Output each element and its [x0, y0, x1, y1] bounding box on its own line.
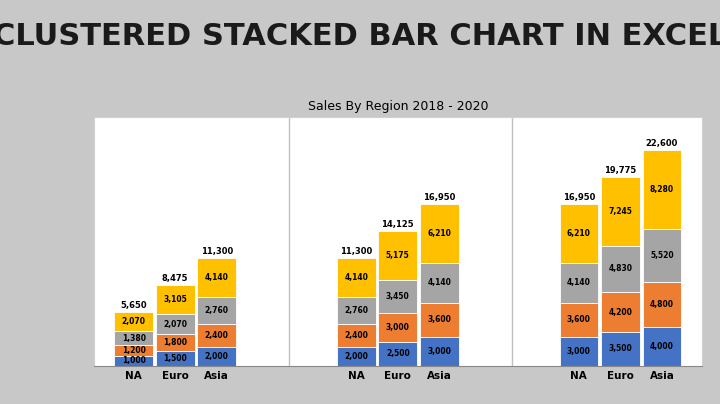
Text: 2,000: 2,000 — [344, 351, 368, 360]
Text: 3,450: 3,450 — [386, 292, 410, 301]
Text: 8,280: 8,280 — [650, 185, 674, 194]
Text: 2,070: 2,070 — [122, 317, 145, 326]
Text: 2,070: 2,070 — [163, 320, 187, 329]
Bar — [197, 324, 236, 347]
Text: 2,000: 2,000 — [204, 351, 229, 360]
Text: 1,000: 1,000 — [122, 356, 145, 365]
Text: 11,300: 11,300 — [201, 247, 233, 256]
Text: 14,125: 14,125 — [382, 220, 414, 229]
Text: 5,520: 5,520 — [650, 250, 674, 260]
Bar — [197, 258, 236, 297]
Text: 19,775: 19,775 — [604, 166, 636, 175]
Bar — [197, 297, 236, 324]
Bar — [337, 324, 376, 347]
Bar — [379, 231, 417, 280]
Text: 1,380: 1,380 — [122, 334, 145, 343]
Bar — [559, 337, 598, 366]
Text: 6,210: 6,210 — [567, 229, 591, 238]
Text: 1,500: 1,500 — [163, 354, 187, 363]
Bar — [420, 263, 459, 303]
Text: 2,760: 2,760 — [204, 306, 229, 315]
Text: 22,600: 22,600 — [646, 139, 678, 148]
Text: 4,140: 4,140 — [204, 273, 229, 282]
Bar — [114, 331, 153, 345]
Text: 3,500: 3,500 — [608, 344, 632, 354]
Bar — [643, 229, 681, 282]
Text: CLUSTERED STACKED BAR CHART IN EXCEL: CLUSTERED STACKED BAR CHART IN EXCEL — [0, 22, 720, 51]
Bar — [643, 327, 681, 366]
Text: 4,140: 4,140 — [428, 278, 451, 287]
Bar — [379, 313, 417, 342]
Text: 3,000: 3,000 — [567, 347, 591, 356]
Text: 5,650: 5,650 — [120, 301, 147, 310]
Bar — [420, 303, 459, 337]
Bar — [601, 177, 639, 246]
Bar — [337, 258, 376, 297]
Text: 16,950: 16,950 — [423, 193, 456, 202]
Text: 4,830: 4,830 — [608, 265, 632, 274]
Bar — [114, 356, 153, 366]
Text: 7,245: 7,245 — [608, 207, 632, 216]
Bar — [337, 347, 376, 366]
Bar — [559, 263, 598, 303]
Bar — [156, 351, 194, 366]
Bar — [114, 311, 153, 331]
Bar — [337, 297, 376, 324]
Text: 16,950: 16,950 — [562, 193, 595, 202]
Bar — [156, 334, 194, 351]
Text: 1,800: 1,800 — [163, 338, 187, 347]
Bar — [114, 345, 153, 356]
Text: 1,200: 1,200 — [122, 346, 145, 355]
Text: 3,000: 3,000 — [428, 347, 451, 356]
Text: 2,760: 2,760 — [344, 306, 368, 315]
Text: 4,200: 4,200 — [608, 307, 632, 317]
Text: 11,300: 11,300 — [340, 247, 372, 256]
Bar — [643, 282, 681, 327]
Bar — [379, 342, 417, 366]
Text: 2,400: 2,400 — [204, 330, 229, 339]
Text: 3,105: 3,105 — [163, 295, 187, 304]
Title: Sales By Region 2018 - 2020: Sales By Region 2018 - 2020 — [307, 100, 488, 113]
Text: 4,000: 4,000 — [650, 342, 674, 351]
Text: 6,210: 6,210 — [428, 229, 451, 238]
Bar — [601, 332, 639, 366]
Text: 2,400: 2,400 — [344, 330, 368, 339]
Bar — [601, 292, 639, 332]
Text: 4,140: 4,140 — [567, 278, 591, 287]
Bar — [156, 314, 194, 334]
Bar — [420, 337, 459, 366]
Bar — [559, 204, 598, 263]
Bar — [643, 149, 681, 229]
Text: 4,800: 4,800 — [650, 300, 674, 309]
Bar — [420, 204, 459, 263]
Bar — [156, 285, 194, 314]
Text: 4,140: 4,140 — [344, 273, 368, 282]
Text: 3,000: 3,000 — [386, 323, 410, 332]
Text: 3,600: 3,600 — [567, 315, 591, 324]
Bar — [197, 347, 236, 366]
Text: 3,600: 3,600 — [428, 315, 451, 324]
Bar — [379, 280, 417, 313]
Bar — [601, 246, 639, 292]
Bar — [559, 303, 598, 337]
Text: 5,175: 5,175 — [386, 251, 410, 260]
Text: 2,500: 2,500 — [386, 349, 410, 358]
Text: 8,475: 8,475 — [162, 274, 189, 283]
